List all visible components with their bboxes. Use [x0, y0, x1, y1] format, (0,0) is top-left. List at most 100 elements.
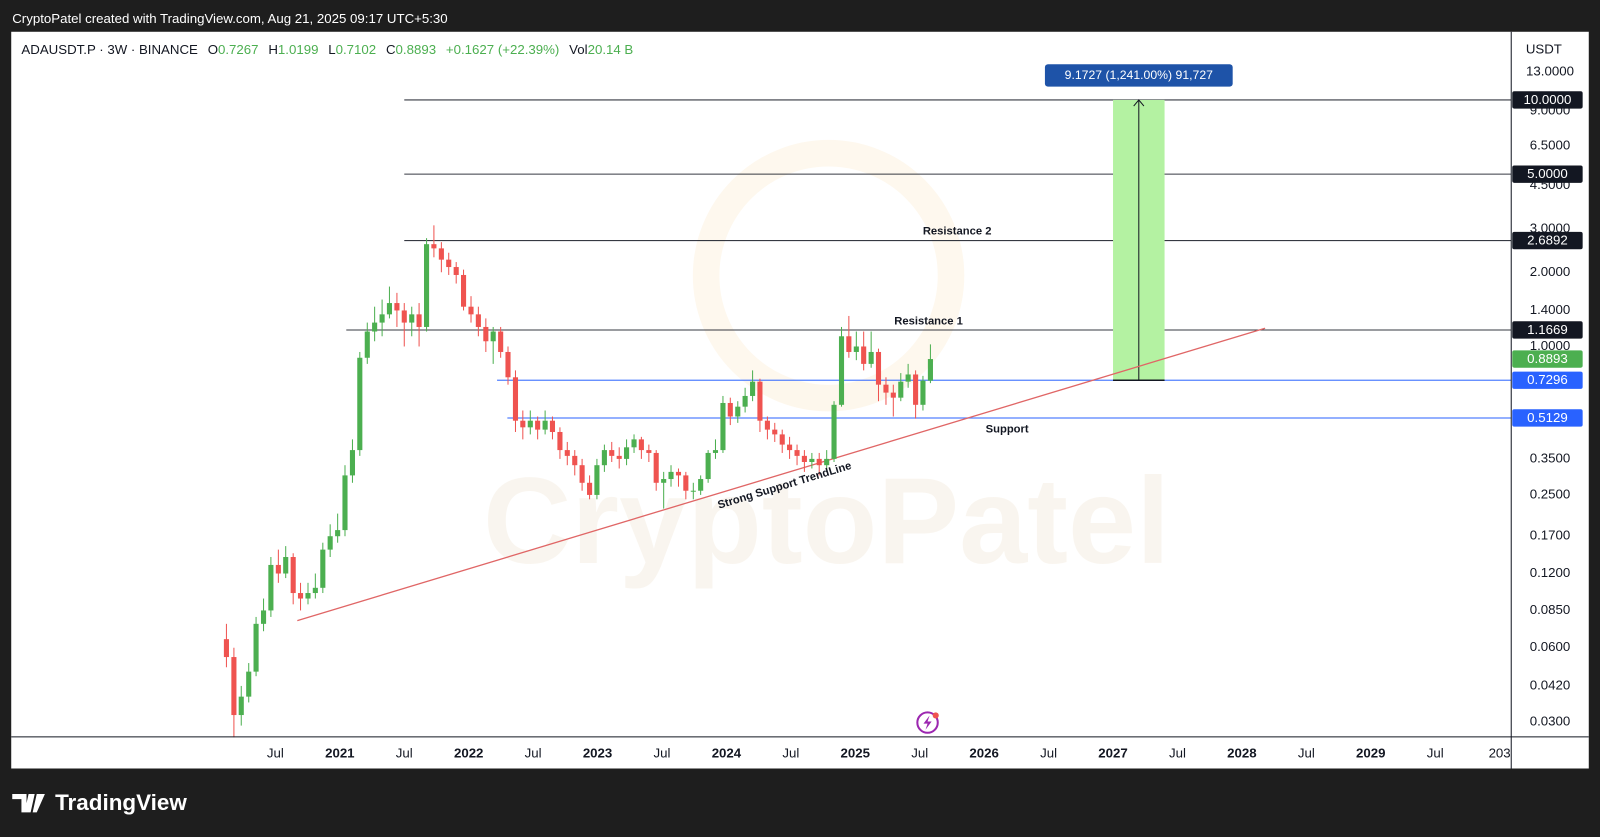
candle-body — [357, 357, 363, 451]
candle-body — [898, 381, 904, 398]
brand[interactable]: TradingView — [12, 790, 187, 815]
candle-body — [720, 402, 726, 451]
y-tick-label: 0.0850 — [1530, 602, 1571, 617]
candle-body — [431, 244, 437, 249]
price-badge — [1512, 231, 1583, 250]
watermark-logo — [692, 139, 965, 412]
ohlc-key: L — [328, 42, 335, 57]
ohlc-value: 0.7267 — [218, 42, 259, 57]
candle-body — [379, 314, 385, 323]
candle-body — [416, 314, 422, 327]
x-tick-label: Jul — [396, 746, 413, 761]
price-badge-label: 2.6892 — [1527, 233, 1568, 248]
icon-dot — [932, 712, 939, 719]
x-tick-label: 2026 — [969, 746, 998, 761]
candle-body — [579, 465, 585, 483]
ohlc-key: O — [208, 42, 218, 57]
candle-body — [905, 374, 911, 382]
ohlc-key: H — [268, 42, 278, 57]
candle-body — [238, 696, 244, 716]
x-tick-label: 2024 — [712, 746, 742, 761]
candle-body — [520, 420, 526, 428]
candle-body — [913, 374, 919, 405]
chart-panel — [11, 31, 1589, 769]
candle-body — [668, 471, 674, 480]
candle-body — [564, 450, 570, 456]
y-tick-label: 0.1200 — [1530, 565, 1571, 580]
candle-body — [861, 346, 867, 364]
candle-body — [297, 593, 304, 599]
x-tick-label: Jul — [1298, 746, 1315, 761]
candle-body — [816, 458, 822, 466]
candle-body — [460, 274, 467, 307]
candle-body — [312, 587, 318, 594]
x-tick-label: 2029 — [1356, 746, 1385, 761]
candle-body — [327, 536, 333, 550]
currency: USDT — [1526, 42, 1562, 57]
y-tick-label: 0.1700 — [1530, 528, 1571, 543]
candle-body — [283, 557, 289, 574]
measure-label-box — [1044, 64, 1233, 87]
price-badge-label: 5.0000 — [1527, 166, 1568, 181]
price-badge-label: 10.0000 — [1523, 92, 1571, 107]
candle-body — [824, 458, 830, 466]
candle-body — [587, 482, 593, 495]
x-tick-label: Jul — [654, 746, 671, 761]
x-tick-label: 2021 — [325, 746, 354, 761]
annotation: Resistance 2 — [923, 226, 992, 238]
candle-body — [890, 392, 896, 398]
candle-body — [275, 564, 281, 574]
icon-bolt — [923, 715, 932, 730]
x-tick-label: Jul — [525, 746, 542, 761]
candle-body — [446, 259, 452, 268]
replay-icon[interactable] — [916, 711, 939, 734]
candle-body — [646, 450, 652, 453]
candle-body — [683, 475, 689, 491]
y-tick-label: 1.0000 — [1530, 338, 1571, 353]
candle-body — [638, 439, 644, 451]
x-tick-label: 203 — [1489, 746, 1511, 761]
candle-body — [549, 420, 556, 432]
candle-body — [572, 455, 578, 466]
candle-body — [616, 455, 622, 459]
candle-body — [712, 450, 719, 453]
candle-body — [335, 530, 341, 537]
change: +0.1627 (+22.39%) — [446, 42, 559, 57]
volume-value: 20.14 B — [588, 42, 634, 57]
candle-body — [424, 244, 430, 327]
candle-body — [253, 623, 259, 672]
x-tick-label: 2027 — [1098, 746, 1127, 761]
candle-body — [505, 351, 511, 378]
candle-body — [438, 248, 444, 260]
last-price-badge — [1512, 350, 1583, 368]
candle-body — [735, 406, 741, 417]
candle-body — [535, 420, 541, 430]
candle-body — [875, 351, 882, 385]
candle-body — [527, 420, 533, 428]
candle-body — [349, 450, 356, 476]
annotation: Resistance 1 — [894, 316, 963, 328]
candle-body — [838, 336, 845, 405]
x-tick-label: Jul — [1169, 746, 1186, 761]
candle-body — [787, 444, 793, 451]
candle-body — [475, 314, 481, 327]
candle-body — [268, 564, 274, 611]
y-tick-label: 0.0420 — [1530, 677, 1571, 692]
candle-body — [409, 314, 415, 323]
candle-body — [468, 306, 474, 315]
measure-label: 9.1727 (1,241.00%) 91,727 — [1065, 68, 1213, 82]
candle-body — [401, 310, 407, 323]
candle-body — [809, 458, 815, 462]
candle-body — [801, 455, 807, 462]
price-badge — [1512, 409, 1583, 427]
last-price-label: 0.8893 — [1527, 351, 1568, 366]
x-tick-label: Jul — [1427, 746, 1444, 761]
candle-body — [853, 346, 859, 352]
candle-body — [927, 359, 933, 381]
candle-body — [223, 639, 229, 658]
candle-body — [920, 380, 926, 405]
candle-body — [453, 267, 459, 275]
candle-body — [320, 549, 326, 588]
candle-body — [305, 593, 311, 599]
